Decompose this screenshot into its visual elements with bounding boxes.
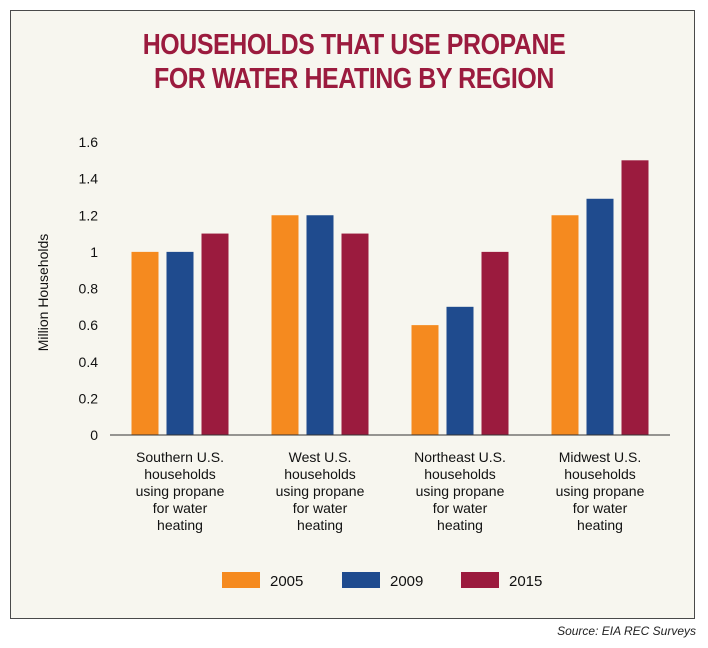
bar-2005-1 (131, 251, 159, 435)
bar-2009-4 (586, 198, 614, 435)
y-axis-label: Million Households (35, 234, 51, 352)
category-label: households (564, 466, 636, 482)
category-label: heating (297, 517, 343, 533)
category-label: using propane (136, 483, 225, 499)
y-tick-label: 0.4 (79, 354, 99, 370)
chart-title: HOUSEHOLDS THAT USE PROPANE FOR WATER HE… (50, 28, 659, 96)
category-label: Midwest U.S. (559, 449, 641, 465)
legend-label-2015: 2015 (509, 573, 542, 590)
bar-2015-1 (201, 233, 229, 435)
bar-2009-1 (166, 251, 194, 435)
legend-label-2009: 2009 (390, 573, 423, 590)
y-tick-label: 0.2 (79, 390, 99, 406)
legend-swatch-2015 (461, 572, 499, 588)
bar-2005-2 (271, 215, 299, 435)
category-label: households (424, 466, 496, 482)
category-label: Northeast U.S. (414, 449, 506, 465)
category-label: heating (157, 517, 203, 533)
category-label: for water (433, 500, 488, 516)
category-label: using propane (556, 483, 645, 499)
y-tick-label: 0 (90, 427, 98, 443)
bar-2009-3 (446, 306, 474, 435)
bar-2015-2 (341, 233, 369, 435)
category-label: households (144, 466, 216, 482)
chart-title-line-2: FOR WATER HEATING BY REGION (154, 63, 554, 95)
bar-2005-3 (411, 325, 439, 435)
legend-swatch-2009 (342, 572, 380, 588)
category-label: West U.S. (289, 449, 352, 465)
bar-2009-2 (306, 215, 334, 435)
category-label: for water (153, 500, 208, 516)
bar-2005-4 (551, 215, 579, 435)
category-label: Southern U.S. (136, 449, 224, 465)
legend-label-2005: 2005 (270, 573, 303, 590)
category-label: heating (577, 517, 623, 533)
y-tick-label: 1.4 (79, 171, 99, 187)
category-label: using propane (416, 483, 505, 499)
category-label: for water (293, 500, 348, 516)
y-tick-label: 1 (90, 244, 98, 260)
chart-title-line-1: HOUSEHOLDS THAT USE PROPANE (142, 29, 566, 61)
y-tick-label: 1.2 (79, 207, 99, 223)
y-tick-label: 1.6 (79, 134, 99, 150)
category-label: using propane (276, 483, 365, 499)
bar-2015-3 (481, 251, 509, 435)
y-tick-label: 0.8 (79, 281, 99, 297)
source-note: Source: EIA REC Surveys (557, 624, 696, 638)
y-tick-label: 0.6 (79, 317, 99, 333)
legend-swatch-2005 (222, 572, 260, 588)
bar-2015-4 (621, 160, 649, 435)
category-label: households (284, 466, 356, 482)
category-label: for water (573, 500, 628, 516)
category-label: heating (437, 517, 483, 533)
